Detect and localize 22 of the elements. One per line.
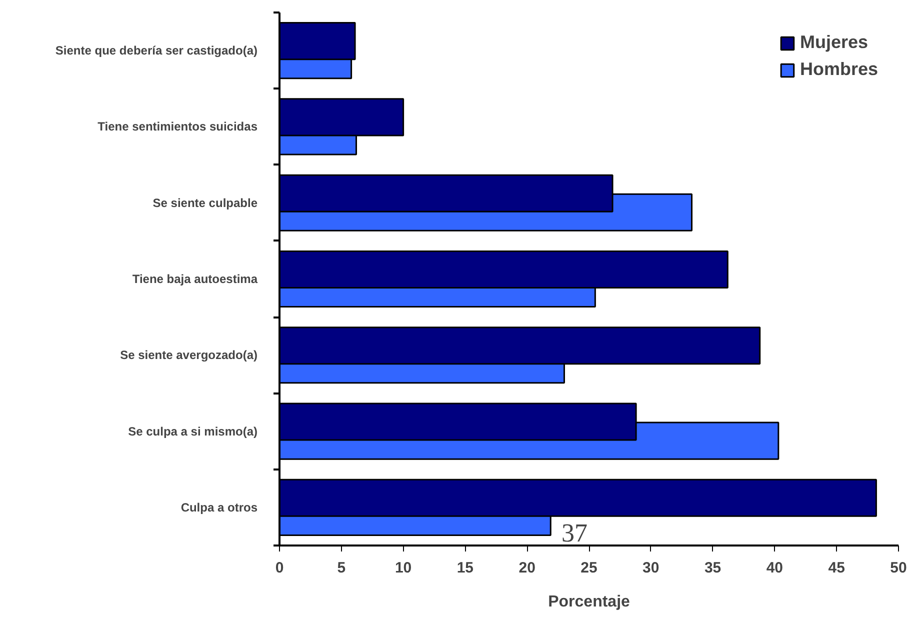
x-tick-label: 0 xyxy=(275,560,284,576)
legend-label: Hombres xyxy=(800,59,878,80)
y-tick-label: Culpa a otros xyxy=(180,500,258,514)
x-tick-label: 15 xyxy=(456,560,474,576)
annotation: 37 xyxy=(562,518,588,548)
y-tick-label: Se siente culpable xyxy=(152,196,258,210)
x-axis-title: Porcentaje xyxy=(548,594,630,610)
x-tick-label: 25 xyxy=(580,560,598,576)
x-tick-label: 35 xyxy=(704,560,722,576)
x-tick-label: 50 xyxy=(890,560,907,576)
x-tick-label: 20 xyxy=(518,560,536,576)
y-tick-label: Siente que debería ser castigado(a) xyxy=(55,44,258,58)
y-tick-label: Se siente avergozado(a) xyxy=(120,348,258,362)
y-tick-label: Se culpa a si mismo(a) xyxy=(128,424,258,438)
x-tick-label: 5 xyxy=(337,560,346,576)
x-tick-label: 30 xyxy=(642,560,660,576)
y-tick-label: Tiene sentimientos suicidas xyxy=(98,120,258,134)
y-tick-label: Tiene baja autoestima xyxy=(132,272,258,286)
x-tick-label: 40 xyxy=(766,560,784,576)
legend-label: Mujeres xyxy=(800,32,868,53)
x-tick-label: 10 xyxy=(394,560,412,576)
x-tick-label: 45 xyxy=(828,560,845,576)
